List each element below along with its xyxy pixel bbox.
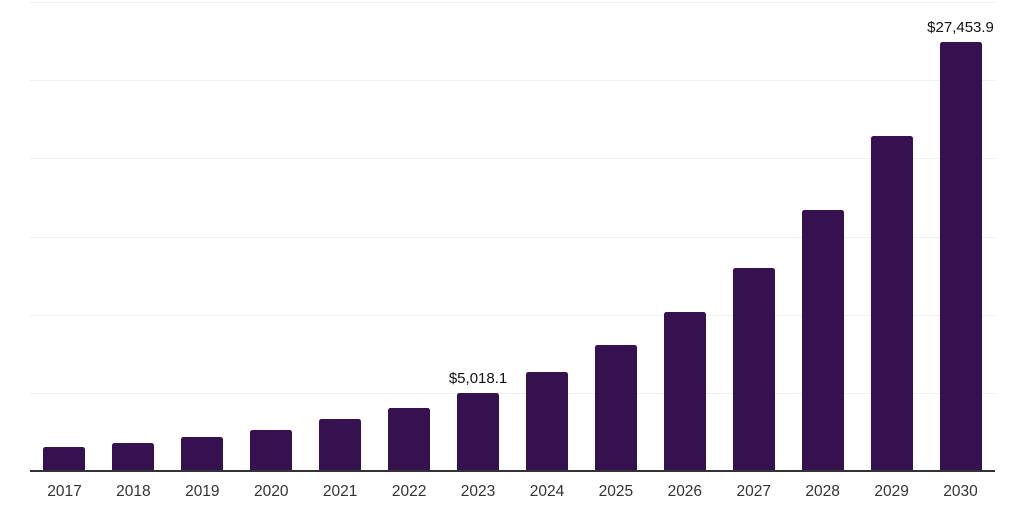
x-tick-label-2024: 2024 — [529, 483, 565, 500]
x-tick-label-2027: 2027 — [736, 483, 771, 500]
x-tick-label-2019: 2019 — [185, 483, 220, 500]
bar-2020 — [250, 429, 293, 471]
x-tick-label-2028: 2028 — [805, 483, 840, 500]
gridline — [30, 80, 995, 82]
gridline — [30, 2, 995, 3]
x-tick-label-2030: 2030 — [943, 483, 978, 500]
bar-2025 — [594, 344, 637, 471]
bar-2024 — [525, 371, 568, 471]
bar-value-label-2030: $27,453.9 — [927, 18, 994, 36]
x-tick-label-2020: 2020 — [254, 483, 289, 500]
gridline — [30, 158, 995, 160]
x-axis-tick-labels: 2017 2018 2019 2020 2021 2022 2023 2024 2025 2026… — [30, 480, 995, 504]
bar-2019 — [181, 436, 224, 471]
bar-2027 — [732, 268, 775, 471]
bar-2026 — [663, 312, 706, 471]
x-tick-label-2025: 2025 — [598, 483, 634, 500]
bar-value-label-2023: $5,018.1 — [448, 369, 508, 387]
bar-2029 — [870, 136, 913, 471]
x-tick-label-2021: 2021 — [322, 483, 358, 500]
x-tick-label-2018: 2018 — [116, 483, 151, 500]
x-tick-label-2017: 2017 — [47, 483, 82, 500]
bar-2023 — [457, 392, 500, 471]
x-axis-line — [30, 470, 995, 472]
bar-2028 — [801, 210, 844, 471]
bar-2018 — [112, 443, 155, 471]
bar-2021 — [319, 419, 362, 471]
bar-2017 — [43, 446, 86, 471]
bar-2022 — [388, 408, 431, 471]
x-tick-label-2029: 2029 — [874, 483, 909, 500]
x-tick-label-2023: 2023 — [460, 483, 496, 500]
x-tick-label-2026: 2026 — [667, 483, 703, 500]
gridline — [30, 314, 995, 316]
x-tick-label-2022: 2022 — [391, 483, 427, 500]
gridline — [30, 392, 995, 394]
plot-area: $5,018.1 $27,453.9 — [30, 2, 995, 472]
bar-2030 — [939, 41, 982, 471]
gridline — [30, 236, 995, 238]
